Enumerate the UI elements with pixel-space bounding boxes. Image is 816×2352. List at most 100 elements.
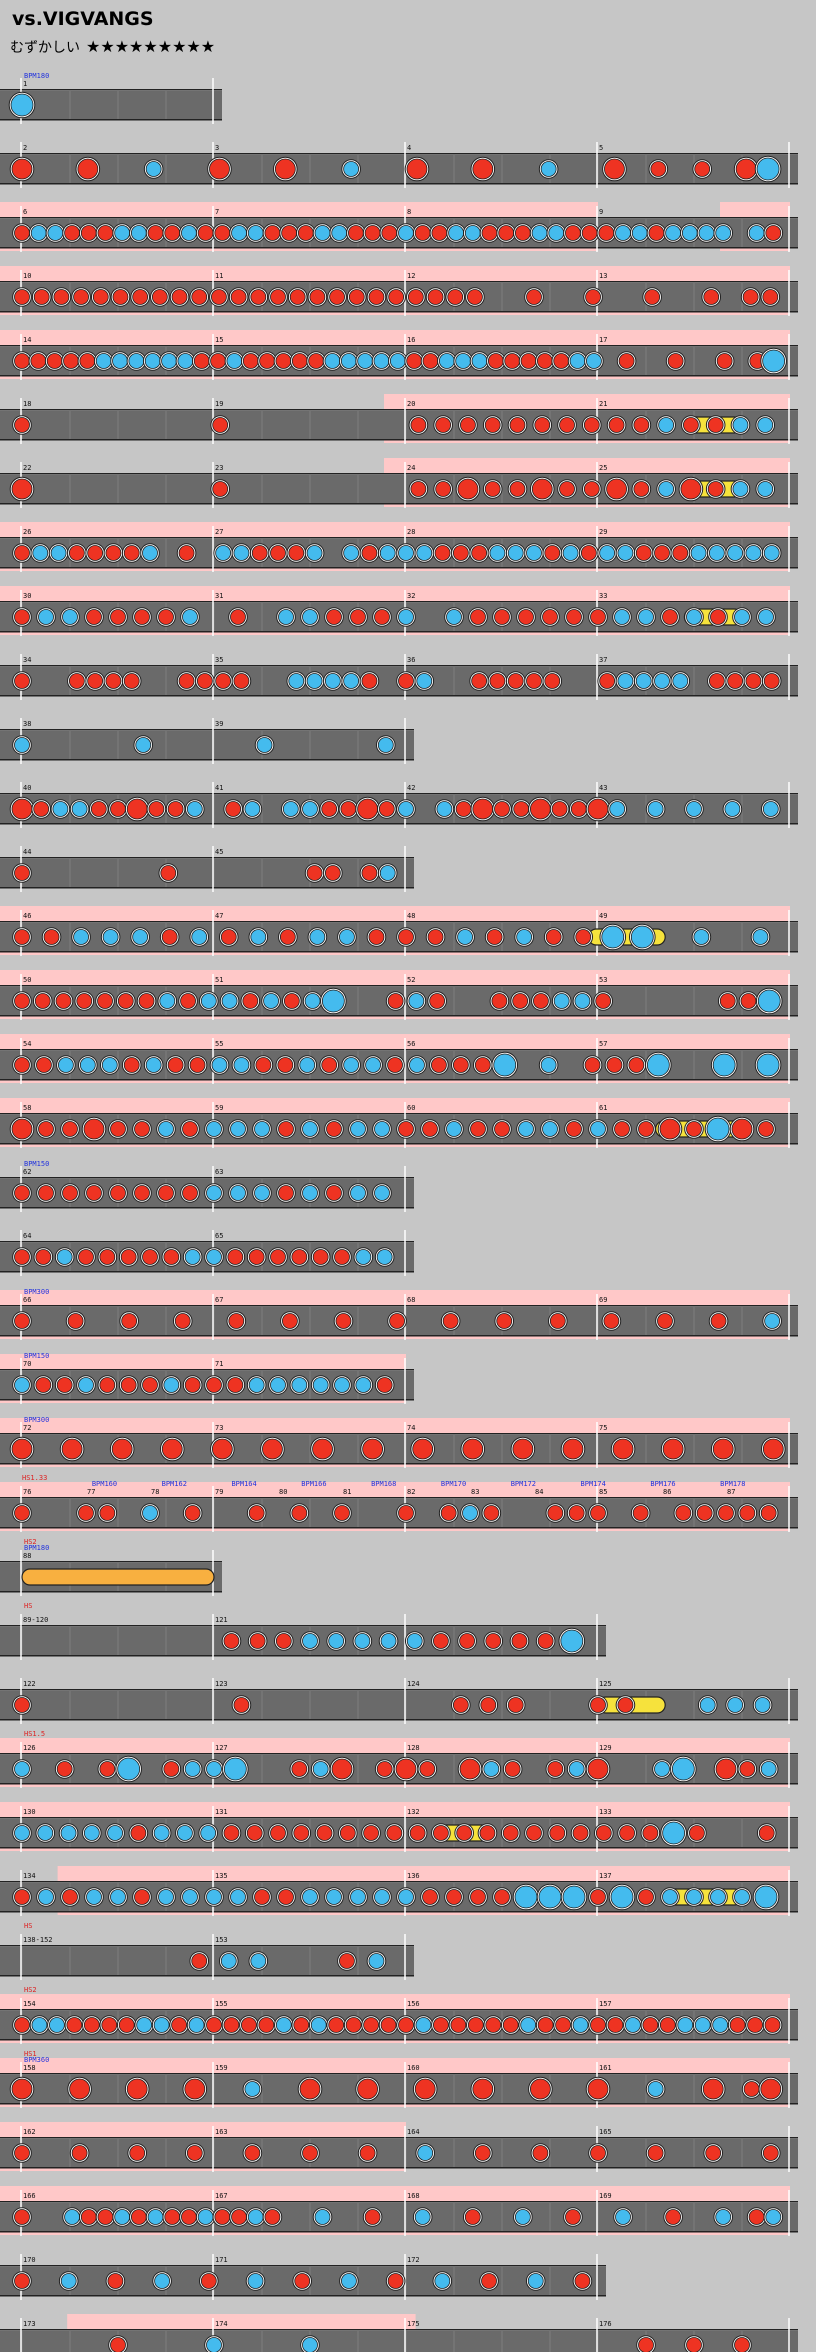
don-note xyxy=(364,2209,381,2225)
don-note xyxy=(112,289,129,305)
bar-number: 6 xyxy=(23,208,27,216)
bar-number: 51 xyxy=(215,976,223,984)
don-note xyxy=(262,1438,283,1460)
bar-number: 36 xyxy=(407,656,415,664)
don-note xyxy=(186,2145,203,2161)
don-note xyxy=(472,158,494,180)
gogo-band xyxy=(67,2314,416,2330)
gogo-band-lower xyxy=(0,1784,790,1787)
ka-note xyxy=(38,1889,54,1905)
don-note xyxy=(357,798,379,820)
bar-number: 32 xyxy=(407,592,415,600)
don-note xyxy=(123,1057,140,1073)
ka-note xyxy=(136,2017,153,2033)
don-note xyxy=(206,2017,222,2033)
don-note xyxy=(533,993,549,1009)
ka-note xyxy=(757,417,774,433)
ka-note xyxy=(446,609,462,625)
lane-border-top xyxy=(0,1945,414,1947)
bar-number: 138-152 xyxy=(23,1936,53,1944)
lane xyxy=(0,411,798,439)
hs-marker: HS xyxy=(24,1602,32,1610)
don-note xyxy=(407,289,424,305)
ka-note xyxy=(263,993,279,1009)
don-note xyxy=(161,929,178,945)
ka-note xyxy=(724,801,741,817)
ka-note xyxy=(562,545,579,561)
ka-note xyxy=(142,545,158,561)
don-note xyxy=(496,1313,513,1329)
bar-number: 135 xyxy=(215,1872,228,1880)
don-note xyxy=(549,1313,566,1329)
don-note xyxy=(647,2145,664,2161)
don-note xyxy=(14,417,30,433)
bar-number: 133 xyxy=(599,1808,612,1816)
ka-note xyxy=(56,1249,73,1265)
don-note xyxy=(412,1438,434,1460)
don-note xyxy=(498,225,515,241)
ka-note xyxy=(341,2273,357,2289)
bpm-marker: BPM164 xyxy=(231,1480,256,1488)
lane-border-bottom xyxy=(0,1463,798,1465)
don-note xyxy=(90,801,107,817)
don-note xyxy=(14,2145,30,2161)
don-note xyxy=(77,158,99,180)
ka-note xyxy=(161,353,177,369)
don-note xyxy=(406,353,423,369)
ka-note xyxy=(377,737,394,753)
gogo-band-lower xyxy=(0,2232,790,2235)
don-note xyxy=(457,478,479,500)
don-note xyxy=(86,609,102,625)
don-note xyxy=(249,1633,266,1649)
bar-number: 15 xyxy=(215,336,223,344)
gogo-band-lower xyxy=(0,2168,406,2171)
ka-note xyxy=(586,353,602,369)
don-note xyxy=(502,1825,519,1841)
don-note xyxy=(696,1505,713,1521)
ka-note xyxy=(302,801,318,817)
don-note xyxy=(414,225,431,241)
bar-number: 22 xyxy=(23,464,31,472)
ka-note xyxy=(340,353,357,369)
don-note xyxy=(223,1825,240,1841)
gogo-band xyxy=(0,1034,790,1050)
lane-border-top xyxy=(0,217,798,219)
lane-border-top xyxy=(0,1497,798,1499)
don-note xyxy=(659,1118,681,1140)
lane-border-bottom xyxy=(0,1527,798,1529)
don-note xyxy=(270,1825,286,1841)
don-note xyxy=(638,2337,654,2352)
ka-note xyxy=(658,481,675,497)
bar-number: 5 xyxy=(599,144,603,152)
ka-note xyxy=(436,801,453,817)
bar-number: 157 xyxy=(599,2000,612,2008)
lane-border-bottom xyxy=(0,1783,798,1785)
don-note xyxy=(388,289,405,305)
don-note xyxy=(446,1889,462,1905)
gogo-band-lower xyxy=(0,1464,790,1467)
lane-border-bottom xyxy=(0,567,798,569)
don-note xyxy=(214,225,231,241)
ka-note xyxy=(758,609,774,625)
ka-note xyxy=(699,1697,716,1713)
ka-note xyxy=(514,1885,538,1909)
don-note xyxy=(278,1121,294,1137)
bpm-marker: BPM300 xyxy=(24,1416,49,1424)
ka-note xyxy=(562,1885,586,1909)
don-note xyxy=(35,1249,52,1265)
bar-number: 38 xyxy=(23,720,31,728)
ka-note xyxy=(686,1889,702,1905)
don-note xyxy=(665,2209,682,2225)
ka-note xyxy=(712,2017,729,2033)
ka-note xyxy=(706,1117,730,1141)
don-note xyxy=(130,1825,147,1841)
don-note xyxy=(485,1633,502,1649)
lane-border-bottom xyxy=(0,439,798,441)
don-note xyxy=(481,2273,497,2289)
ka-note xyxy=(343,545,360,561)
ka-note xyxy=(110,1889,126,1905)
don-note xyxy=(471,673,488,689)
ka-note xyxy=(47,225,64,241)
don-note xyxy=(603,1313,620,1329)
ka-note xyxy=(107,1825,123,1841)
